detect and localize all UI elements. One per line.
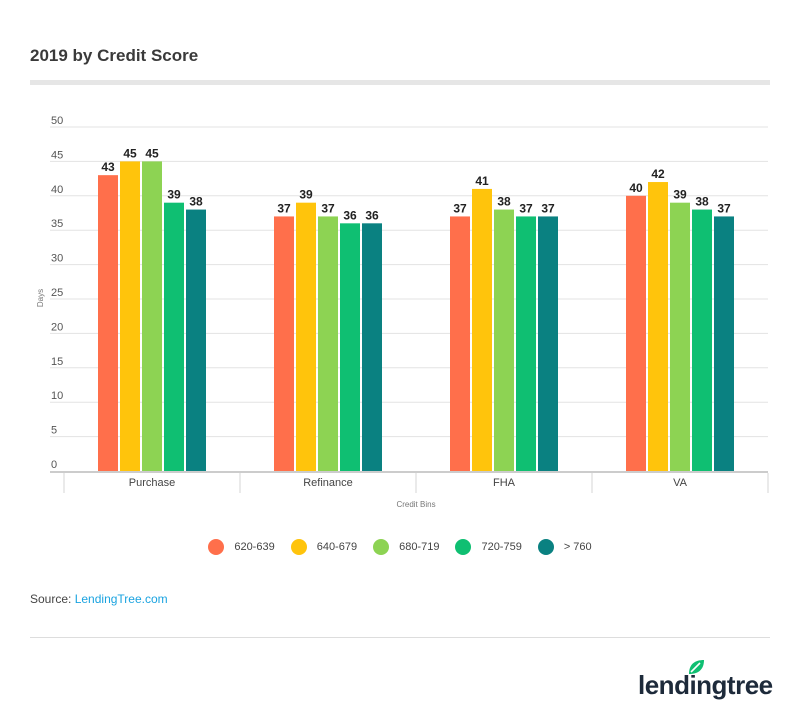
x-tick-label: Refinance	[303, 477, 353, 489]
source-note: Source: LendingTree.com	[30, 592, 168, 606]
bar	[648, 182, 668, 472]
bar	[164, 202, 184, 471]
y-tick-label: 50	[51, 115, 63, 127]
bar	[318, 216, 338, 471]
data-label: 43	[101, 160, 115, 174]
data-label: 40	[629, 181, 643, 195]
data-label: 37	[541, 201, 555, 215]
data-label: 45	[123, 146, 137, 160]
legend-item: 680-719	[373, 539, 439, 555]
legend-swatch-icon	[455, 539, 472, 555]
data-label: 37	[321, 201, 335, 215]
bar	[120, 161, 140, 471]
data-label: 39	[673, 188, 687, 202]
data-label: 39	[299, 188, 313, 202]
legend-label: 720-759	[481, 541, 522, 553]
legend-label: 680-719	[399, 541, 440, 553]
bar	[626, 195, 646, 472]
bar	[98, 175, 118, 471]
data-label: 38	[189, 195, 203, 209]
legend-item: 720-759	[455, 539, 522, 555]
bar	[516, 216, 536, 471]
logo-wordmark: lendingtree	[638, 670, 773, 700]
legend-swatch-icon	[537, 539, 554, 555]
bar	[450, 216, 470, 471]
source-label: Source:	[30, 592, 72, 606]
legend-item: > 760	[537, 539, 592, 555]
bar	[340, 223, 360, 471]
legend-item: 640-679	[290, 539, 358, 555]
data-label: 42	[651, 167, 665, 181]
legend-label: 620-639	[234, 541, 275, 553]
source-link[interactable]: LendingTree.com	[74, 592, 168, 606]
data-label: 37	[519, 201, 533, 215]
bar-chart: 0 5 10 15 20 25 30 35 40 45 50 Days 43 45 45 39 38 Purcha…	[36, 115, 769, 509]
y-tick-label: 40	[51, 184, 63, 196]
legend-swatch-icon	[290, 539, 307, 555]
data-label: 41	[475, 174, 489, 188]
data-label: 38	[695, 195, 709, 209]
y-tick-label: 25	[51, 287, 63, 299]
y-tick-label: 10	[51, 390, 63, 402]
data-label: 38	[497, 195, 511, 209]
lendingtree-logo: lendingtree	[638, 660, 773, 700]
bar	[472, 188, 492, 472]
leaf-icon	[689, 660, 704, 674]
bar	[362, 223, 382, 471]
title-divider	[30, 80, 770, 85]
x-axis-title: Credit Bins	[396, 500, 435, 509]
data-label: 45	[145, 146, 159, 160]
y-tick-label: 15	[51, 356, 63, 368]
bar	[296, 202, 316, 471]
data-label: 36	[343, 208, 357, 222]
data-label: 39	[167, 188, 181, 202]
x-tick-label: FHA	[493, 477, 516, 489]
bar	[142, 161, 162, 471]
y-tick-label: 0	[51, 459, 57, 471]
y-tick-label: 45	[51, 149, 63, 161]
bar	[274, 216, 294, 471]
y-tick-label: 5	[51, 425, 57, 437]
x-tick-label: VA	[673, 477, 688, 489]
chart-legend: 620-639 640-679 680-719 720-759 > 760	[0, 539, 800, 555]
y-tick-label: 30	[51, 253, 63, 265]
legend-swatch-icon	[208, 539, 225, 555]
bar	[494, 209, 514, 471]
legend-item: 620-639	[208, 539, 275, 555]
legend-label: > 760	[563, 541, 592, 553]
data-label: 37	[717, 201, 731, 215]
chart-title: 2019 by Credit Score	[30, 46, 199, 65]
bar	[670, 202, 690, 471]
data-label: 36	[365, 208, 379, 222]
legend-label: 640-679	[316, 541, 358, 553]
data-label: 37	[277, 201, 291, 215]
y-axis-title: Days	[36, 289, 45, 307]
legend-swatch-icon	[373, 539, 390, 555]
bar	[714, 216, 734, 471]
bar	[186, 209, 206, 471]
bar	[692, 209, 712, 471]
bar	[538, 216, 558, 471]
data-label: 37	[453, 201, 467, 215]
x-tick-label: Purchase	[129, 477, 175, 489]
y-tick-label: 35	[51, 218, 63, 230]
y-tick-label: 20	[51, 321, 63, 333]
footer-divider	[30, 637, 770, 638]
